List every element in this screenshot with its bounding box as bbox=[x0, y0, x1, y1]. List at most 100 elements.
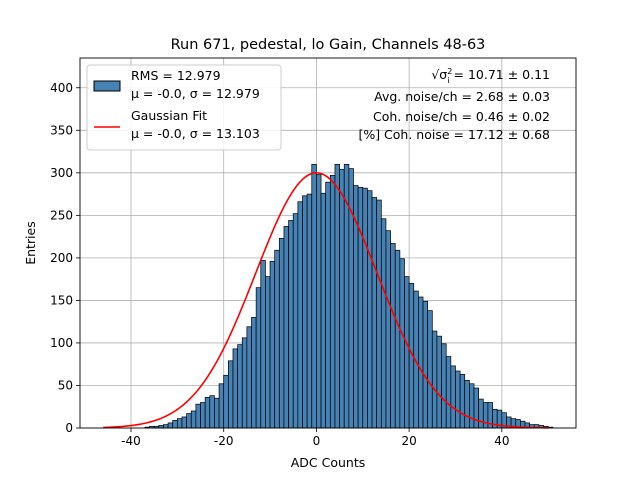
histogram-bar bbox=[357, 186, 364, 429]
histogram-bar bbox=[376, 199, 382, 429]
histogram-bar bbox=[418, 296, 424, 429]
gaussian-fit-line bbox=[103, 172, 549, 429]
histogram-bar bbox=[237, 344, 243, 429]
legend-histogram-label: RMS = 12.979 bbox=[131, 68, 221, 83]
y-tick-label: 250 bbox=[50, 208, 73, 222]
histogram-bar bbox=[455, 370, 461, 429]
histogram-bar bbox=[422, 300, 429, 429]
histogram-bar bbox=[478, 398, 484, 429]
histogram-bar bbox=[445, 356, 452, 429]
histogram-bar bbox=[399, 258, 405, 429]
histogram-bar bbox=[469, 383, 475, 429]
histogram-bar bbox=[251, 317, 257, 429]
legend-fit-label: Gaussian Fit bbox=[131, 108, 207, 123]
histogram-bar bbox=[385, 230, 391, 429]
x-tick-label: -40 bbox=[121, 434, 141, 448]
histogram-bar bbox=[380, 218, 387, 429]
histogram-bar bbox=[255, 287, 262, 429]
histogram-bar bbox=[186, 413, 192, 429]
histogram-bar bbox=[200, 402, 206, 429]
histogram-bar bbox=[329, 175, 336, 429]
histogram-bar bbox=[394, 249, 401, 429]
y-tick-label: 150 bbox=[50, 293, 73, 307]
y-tick-label: 300 bbox=[50, 166, 73, 180]
histogram-bar bbox=[214, 397, 220, 429]
histogram-bar bbox=[223, 374, 229, 429]
histogram-bar bbox=[297, 201, 303, 429]
y-axis-label: Entries bbox=[23, 221, 38, 265]
histogram-bar bbox=[209, 395, 215, 429]
histogram-bar bbox=[190, 410, 197, 429]
histogram-bar bbox=[176, 418, 183, 429]
y-axis-ticks: 0 50 100 150 200 250 300 350 400 bbox=[50, 81, 80, 435]
histogram-bar bbox=[163, 424, 169, 429]
histogram-bar bbox=[232, 348, 238, 429]
chart-title: Run 671, pedestal, lo Gain, Channels 48-… bbox=[171, 37, 486, 53]
x-tick-label: 0 bbox=[313, 434, 321, 448]
histogram-bar bbox=[260, 260, 266, 429]
histogram-bar bbox=[195, 403, 201, 429]
annotation-coh-noise-percent: [%] Coh. noise = 17.12 ± 0.68 bbox=[358, 127, 550, 142]
histogram-bar bbox=[306, 193, 313, 429]
histogram-bar bbox=[339, 169, 345, 429]
x-tick-label: -20 bbox=[214, 434, 234, 448]
histogram-bar bbox=[311, 163, 317, 429]
legend-histogram-stats: μ = -0.0, σ = 12.979 bbox=[131, 86, 260, 101]
histogram-bar bbox=[464, 380, 470, 429]
histogram-bar bbox=[334, 163, 340, 429]
histogram-bars bbox=[144, 163, 554, 429]
histogram-bar bbox=[450, 365, 456, 429]
histogram-bar bbox=[241, 337, 248, 429]
plot-frame bbox=[79, 57, 577, 429]
histogram-bar bbox=[292, 213, 299, 429]
histogram-bar bbox=[246, 326, 252, 429]
histogram-bar bbox=[181, 416, 187, 429]
histogram-bar bbox=[218, 383, 225, 429]
histogram-bar bbox=[172, 419, 178, 429]
histogram-bar bbox=[204, 397, 211, 429]
legend: RMS = 12.979 μ = -0.0, σ = 12.979 Gaussi… bbox=[86, 64, 282, 151]
histogram-bar bbox=[265, 276, 271, 429]
histogram-bar bbox=[482, 402, 489, 429]
histogram-bar bbox=[227, 360, 234, 429]
annotation-sigma: √σ2 i = 10.71 ± 0.11 bbox=[431, 67, 550, 85]
histogram-bar bbox=[371, 197, 378, 429]
y-tick-label: 200 bbox=[50, 251, 73, 265]
histogram-bar bbox=[473, 387, 480, 429]
histogram-bar bbox=[278, 237, 285, 429]
annotation-avg-noise: Avg. noise/ch = 2.68 ± 0.03 bbox=[374, 89, 550, 104]
x-tick-label: 40 bbox=[494, 434, 509, 448]
histogram-bar bbox=[167, 422, 174, 429]
histogram-bar bbox=[274, 249, 280, 429]
histogram-bar bbox=[325, 181, 331, 429]
legend-box bbox=[86, 64, 282, 151]
noise-annotations: √σ2 i = 10.71 ± 0.11 Avg. noise/ch = 2.68… bbox=[358, 67, 550, 142]
annotation-coh-noise: Coh. noise/ch = 0.46 ± 0.02 bbox=[373, 109, 550, 124]
y-tick-label: 0 bbox=[65, 421, 73, 435]
histogram-bar bbox=[459, 374, 466, 429]
x-axis-label: ADC Counts bbox=[291, 455, 366, 470]
histogram-bar bbox=[362, 187, 368, 429]
histogram-bar bbox=[431, 330, 438, 429]
legend-fit-stats: μ = -0.0, σ = 13.103 bbox=[131, 126, 260, 141]
histogram-bar bbox=[316, 174, 322, 429]
y-tick-label: 100 bbox=[50, 336, 73, 350]
histogram-bar bbox=[283, 226, 289, 429]
histogram-bar bbox=[320, 192, 327, 429]
histogram-bar bbox=[367, 190, 373, 429]
histogram-bar bbox=[427, 310, 433, 429]
y-tick-label: 350 bbox=[50, 123, 73, 137]
legend-histogram-swatch bbox=[93, 80, 121, 92]
histogram-bar bbox=[436, 335, 442, 429]
histogram-bar bbox=[404, 276, 410, 429]
histogram-bar bbox=[288, 220, 294, 429]
histogram-bar bbox=[269, 260, 276, 429]
y-tick-label: 50 bbox=[58, 378, 73, 392]
y-tick-label: 400 bbox=[50, 81, 73, 95]
x-axis-ticks: -40 -20 0 20 40 bbox=[121, 428, 509, 448]
histogram-bar bbox=[390, 243, 396, 429]
histogram-bar bbox=[441, 343, 447, 429]
histogram-bar bbox=[302, 195, 308, 429]
x-tick-label: 20 bbox=[401, 434, 416, 448]
